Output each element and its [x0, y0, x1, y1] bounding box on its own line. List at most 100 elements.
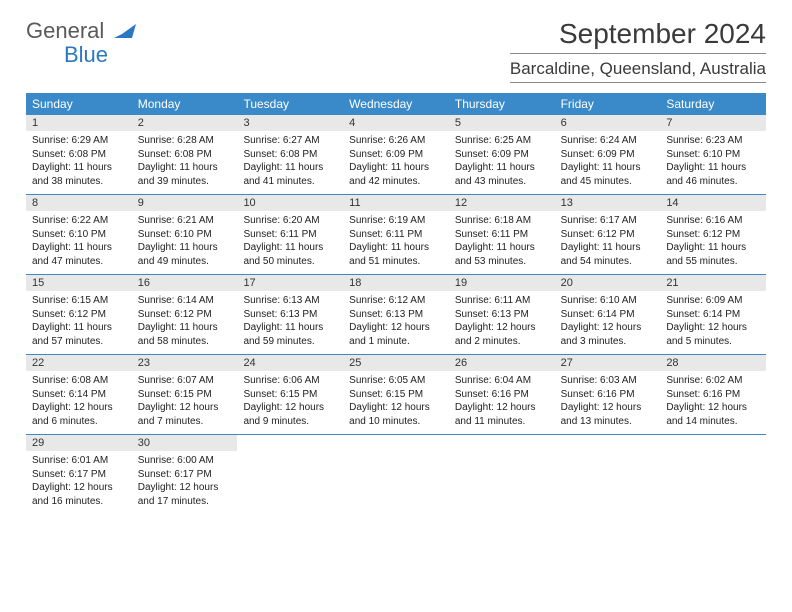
day-number: 23 [132, 355, 238, 371]
sunset-text: Sunset: 6:15 PM [243, 388, 337, 402]
calendar-cell: 29Sunrise: 6:01 AMSunset: 6:17 PMDayligh… [26, 435, 132, 514]
day-header: Wednesday [343, 93, 449, 115]
day-number: 24 [237, 355, 343, 371]
day-details: Sunrise: 6:28 AMSunset: 6:08 PMDaylight:… [132, 131, 238, 194]
day-number: 9 [132, 195, 238, 211]
sunrise-text: Sunrise: 6:03 AM [561, 374, 655, 388]
calendar-row: 29Sunrise: 6:01 AMSunset: 6:17 PMDayligh… [26, 435, 766, 514]
sunrise-text: Sunrise: 6:00 AM [138, 454, 232, 468]
day-number: 8 [26, 195, 132, 211]
sunrise-text: Sunrise: 6:25 AM [455, 134, 549, 148]
day-details: Sunrise: 6:21 AMSunset: 6:10 PMDaylight:… [132, 211, 238, 274]
day-number: 11 [343, 195, 449, 211]
calendar: Sunday Monday Tuesday Wednesday Thursday… [26, 93, 766, 514]
daylight-text: Daylight: 12 hours and 7 minutes. [138, 401, 232, 428]
sunset-text: Sunset: 6:13 PM [243, 308, 337, 322]
daylight-text: Daylight: 11 hours and 42 minutes. [349, 161, 443, 188]
daylight-text: Daylight: 12 hours and 14 minutes. [666, 401, 760, 428]
day-details: Sunrise: 6:06 AMSunset: 6:15 PMDaylight:… [237, 371, 343, 434]
sunrise-text: Sunrise: 6:18 AM [455, 214, 549, 228]
sunset-text: Sunset: 6:08 PM [32, 148, 126, 162]
day-details: Sunrise: 6:18 AMSunset: 6:11 PMDaylight:… [449, 211, 555, 274]
day-details: Sunrise: 6:04 AMSunset: 6:16 PMDaylight:… [449, 371, 555, 434]
day-details: Sunrise: 6:10 AMSunset: 6:14 PMDaylight:… [555, 291, 661, 354]
sunrise-text: Sunrise: 6:12 AM [349, 294, 443, 308]
day-header: Thursday [449, 93, 555, 115]
sunset-text: Sunset: 6:10 PM [32, 228, 126, 242]
calendar-page: General Blue September 2024 Barcaldine, … [0, 0, 792, 532]
day-details: Sunrise: 6:16 AMSunset: 6:12 PMDaylight:… [660, 211, 766, 274]
day-details: Sunrise: 6:09 AMSunset: 6:14 PMDaylight:… [660, 291, 766, 354]
daylight-text: Daylight: 11 hours and 46 minutes. [666, 161, 760, 188]
day-details: Sunrise: 6:00 AMSunset: 6:17 PMDaylight:… [132, 451, 238, 514]
calendar-cell: 9Sunrise: 6:21 AMSunset: 6:10 PMDaylight… [132, 195, 238, 274]
calendar-cell: 23Sunrise: 6:07 AMSunset: 6:15 PMDayligh… [132, 355, 238, 434]
day-details: Sunrise: 6:19 AMSunset: 6:11 PMDaylight:… [343, 211, 449, 274]
daylight-text: Daylight: 11 hours and 58 minutes. [138, 321, 232, 348]
day-number: 16 [132, 275, 238, 291]
calendar-cell: 10Sunrise: 6:20 AMSunset: 6:11 PMDayligh… [237, 195, 343, 274]
calendar-cell: 27Sunrise: 6:03 AMSunset: 6:16 PMDayligh… [555, 355, 661, 434]
day-details: Sunrise: 6:11 AMSunset: 6:13 PMDaylight:… [449, 291, 555, 354]
sunset-text: Sunset: 6:08 PM [243, 148, 337, 162]
sunrise-text: Sunrise: 6:20 AM [243, 214, 337, 228]
daylight-text: Daylight: 12 hours and 9 minutes. [243, 401, 337, 428]
calendar-cell: 20Sunrise: 6:10 AMSunset: 6:14 PMDayligh… [555, 275, 661, 354]
sunrise-text: Sunrise: 6:22 AM [32, 214, 126, 228]
daylight-text: Daylight: 11 hours and 38 minutes. [32, 161, 126, 188]
sunset-text: Sunset: 6:10 PM [666, 148, 760, 162]
day-number: 27 [555, 355, 661, 371]
day-header: Friday [555, 93, 661, 115]
day-number: 21 [660, 275, 766, 291]
calendar-body: 1Sunrise: 6:29 AMSunset: 6:08 PMDaylight… [26, 115, 766, 514]
sunset-text: Sunset: 6:15 PM [138, 388, 232, 402]
calendar-cell: 14Sunrise: 6:16 AMSunset: 6:12 PMDayligh… [660, 195, 766, 274]
calendar-row: 1Sunrise: 6:29 AMSunset: 6:08 PMDaylight… [26, 115, 766, 195]
calendar-cell: 21Sunrise: 6:09 AMSunset: 6:14 PMDayligh… [660, 275, 766, 354]
calendar-cell: 12Sunrise: 6:18 AMSunset: 6:11 PMDayligh… [449, 195, 555, 274]
calendar-cell: 8Sunrise: 6:22 AMSunset: 6:10 PMDaylight… [26, 195, 132, 274]
sunrise-text: Sunrise: 6:05 AM [349, 374, 443, 388]
day-details: Sunrise: 6:20 AMSunset: 6:11 PMDaylight:… [237, 211, 343, 274]
brand-word1: General [26, 18, 104, 43]
calendar-row: 22Sunrise: 6:08 AMSunset: 6:14 PMDayligh… [26, 355, 766, 435]
sunrise-text: Sunrise: 6:08 AM [32, 374, 126, 388]
calendar-cell: 22Sunrise: 6:08 AMSunset: 6:14 PMDayligh… [26, 355, 132, 434]
daylight-text: Daylight: 11 hours and 49 minutes. [138, 241, 232, 268]
daylight-text: Daylight: 12 hours and 1 minute. [349, 321, 443, 348]
calendar-day-headers: Sunday Monday Tuesday Wednesday Thursday… [26, 93, 766, 115]
sunset-text: Sunset: 6:09 PM [349, 148, 443, 162]
day-number: 13 [555, 195, 661, 211]
calendar-cell: 30Sunrise: 6:00 AMSunset: 6:17 PMDayligh… [132, 435, 238, 514]
day-number: 28 [660, 355, 766, 371]
day-details: Sunrise: 6:13 AMSunset: 6:13 PMDaylight:… [237, 291, 343, 354]
calendar-cell: 2Sunrise: 6:28 AMSunset: 6:08 PMDaylight… [132, 115, 238, 194]
calendar-cell: 13Sunrise: 6:17 AMSunset: 6:12 PMDayligh… [555, 195, 661, 274]
sunrise-text: Sunrise: 6:10 AM [561, 294, 655, 308]
calendar-cell: 26Sunrise: 6:04 AMSunset: 6:16 PMDayligh… [449, 355, 555, 434]
sunset-text: Sunset: 6:12 PM [138, 308, 232, 322]
daylight-text: Daylight: 11 hours and 57 minutes. [32, 321, 126, 348]
day-details: Sunrise: 6:25 AMSunset: 6:09 PMDaylight:… [449, 131, 555, 194]
day-header: Saturday [660, 93, 766, 115]
daylight-text: Daylight: 11 hours and 50 minutes. [243, 241, 337, 268]
daylight-text: Daylight: 11 hours and 41 minutes. [243, 161, 337, 188]
day-number: 12 [449, 195, 555, 211]
day-details: Sunrise: 6:14 AMSunset: 6:12 PMDaylight:… [132, 291, 238, 354]
daylight-text: Daylight: 11 hours and 51 minutes. [349, 241, 443, 268]
sunset-text: Sunset: 6:14 PM [666, 308, 760, 322]
sunset-text: Sunset: 6:12 PM [666, 228, 760, 242]
sunset-text: Sunset: 6:16 PM [561, 388, 655, 402]
calendar-cell: 7Sunrise: 6:23 AMSunset: 6:10 PMDaylight… [660, 115, 766, 194]
day-number: 26 [449, 355, 555, 371]
daylight-text: Daylight: 12 hours and 17 minutes. [138, 481, 232, 508]
day-number: 3 [237, 115, 343, 131]
day-number: 25 [343, 355, 449, 371]
day-details: Sunrise: 6:01 AMSunset: 6:17 PMDaylight:… [26, 451, 132, 514]
sunrise-text: Sunrise: 6:13 AM [243, 294, 337, 308]
sunset-text: Sunset: 6:13 PM [455, 308, 549, 322]
day-details: Sunrise: 6:26 AMSunset: 6:09 PMDaylight:… [343, 131, 449, 194]
day-header: Sunday [26, 93, 132, 115]
day-number: 4 [343, 115, 449, 131]
sunrise-text: Sunrise: 6:27 AM [243, 134, 337, 148]
